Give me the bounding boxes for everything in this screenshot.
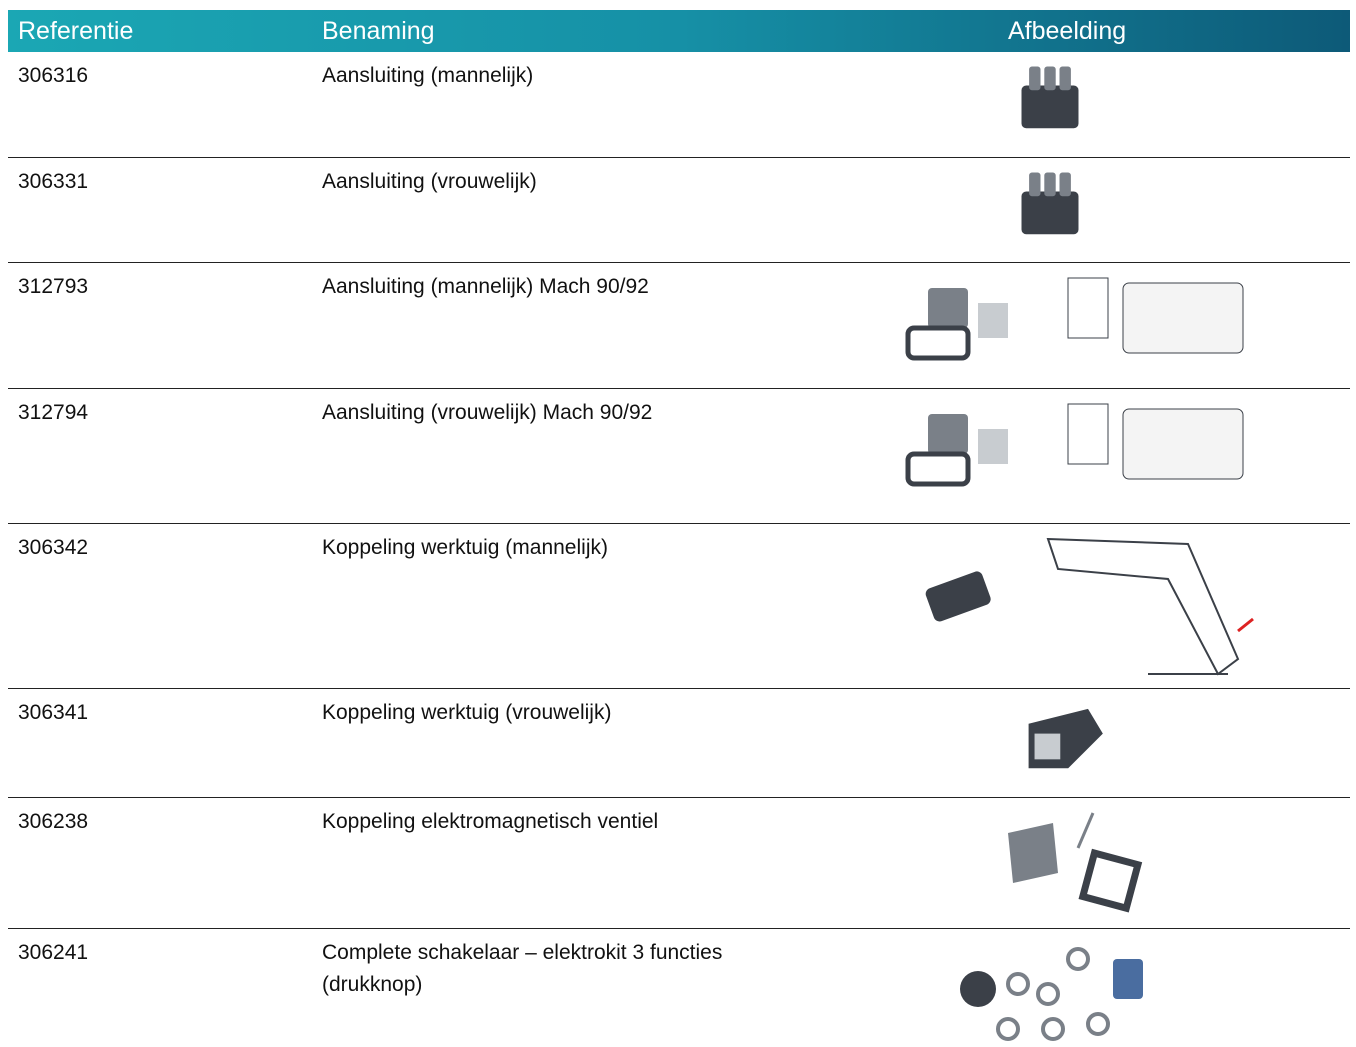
part [1008,812,1143,913]
insert [1034,733,1061,760]
washer [1086,1012,1110,1036]
pin [1059,172,1071,197]
washer [1036,982,1060,1006]
product-image [925,537,1254,676]
description: Aansluiting (vrouwelijk) [322,170,537,193]
header-cell: Benaming [322,17,435,45]
table-row: 312793 Aansluiting (mannelijk) Mach 90/92 [8,262,1350,389]
description: Koppeling werktuig (vrouwelijk) [322,701,612,724]
insert [978,429,1008,464]
connector-body [1021,85,1079,129]
table-header: Referentie Benaming Afbeelding [8,10,1350,52]
reference: 306331 [18,170,89,193]
product-image [960,947,1143,1041]
table-row: 306316 Aansluiting (mannelijk) [8,52,1350,157]
washer [1066,947,1090,971]
part [1021,66,1079,129]
pin [1029,172,1041,197]
gasket [905,451,971,487]
reference: 306238 [18,810,89,833]
arrow [1237,617,1254,633]
plug [925,571,991,622]
description: Koppeling elektromagnetisch ventiel [322,810,659,833]
pin [1044,66,1056,91]
pin [1044,172,1056,197]
product-image [1021,172,1079,235]
washer [1041,1017,1065,1041]
part [905,403,1244,487]
box [1122,282,1244,354]
housing [928,288,968,328]
table-row: 312794 Aansluiting (vrouwelijk) Mach 90/9… [8,388,1350,524]
table-row: 306238 Koppeling elektromagnetisch ventie… [8,797,1350,929]
gasket [1078,848,1143,913]
diagram [1067,277,1109,339]
part [925,537,1254,676]
table-row: 306331 Aansluiting (vrouwelijk) [8,157,1350,263]
product-image [1008,812,1143,913]
description: Koppeling werktuig (mannelijk) [322,536,608,559]
table-row: 306241 Complete schakelaar – elektrokit 3… [8,928,1350,1047]
product-image [905,277,1244,361]
header-cell: Afbeelding [1008,17,1127,45]
reference: 306341 [18,701,89,724]
reference: 306342 [18,536,89,559]
screw [1076,812,1095,849]
product-image [1021,66,1079,129]
part [905,277,1244,361]
housing [928,414,968,454]
reference: 312793 [18,275,89,298]
table-row: 306341 Koppeling werktuig (vrouwelijk) [8,688,1350,798]
description: Aansluiting (vrouwelijk) Mach 90/92 [322,401,653,424]
pin [1029,66,1041,91]
connector-body [1021,191,1079,235]
switch [1113,959,1143,999]
valve-plug [1008,823,1058,883]
table-row: 306342 Koppeling werktuig (mannelijk) [8,523,1350,689]
cap [960,971,996,1007]
reference: 312794 [18,401,89,424]
reference: 306241 [18,941,89,964]
description: Aansluiting (mannelijk) [322,64,534,87]
header-cell: Referentie [18,17,134,45]
part [1028,708,1103,769]
description: Aansluiting (mannelijk) Mach 90/92 [322,275,649,298]
part [960,947,1143,1041]
washer [1006,972,1030,996]
pin [1059,66,1071,91]
reference: 306316 [18,64,89,87]
part [1021,172,1079,235]
box [1122,408,1244,480]
description: Complete schakelaar – elektrokit 3 funct… [322,941,723,996]
product-image [1028,708,1103,769]
washer [996,1017,1020,1041]
diagram [1067,403,1109,465]
insert [978,303,1008,338]
gasket [905,325,971,361]
loader-arm [1046,537,1240,676]
product-image [905,403,1244,487]
